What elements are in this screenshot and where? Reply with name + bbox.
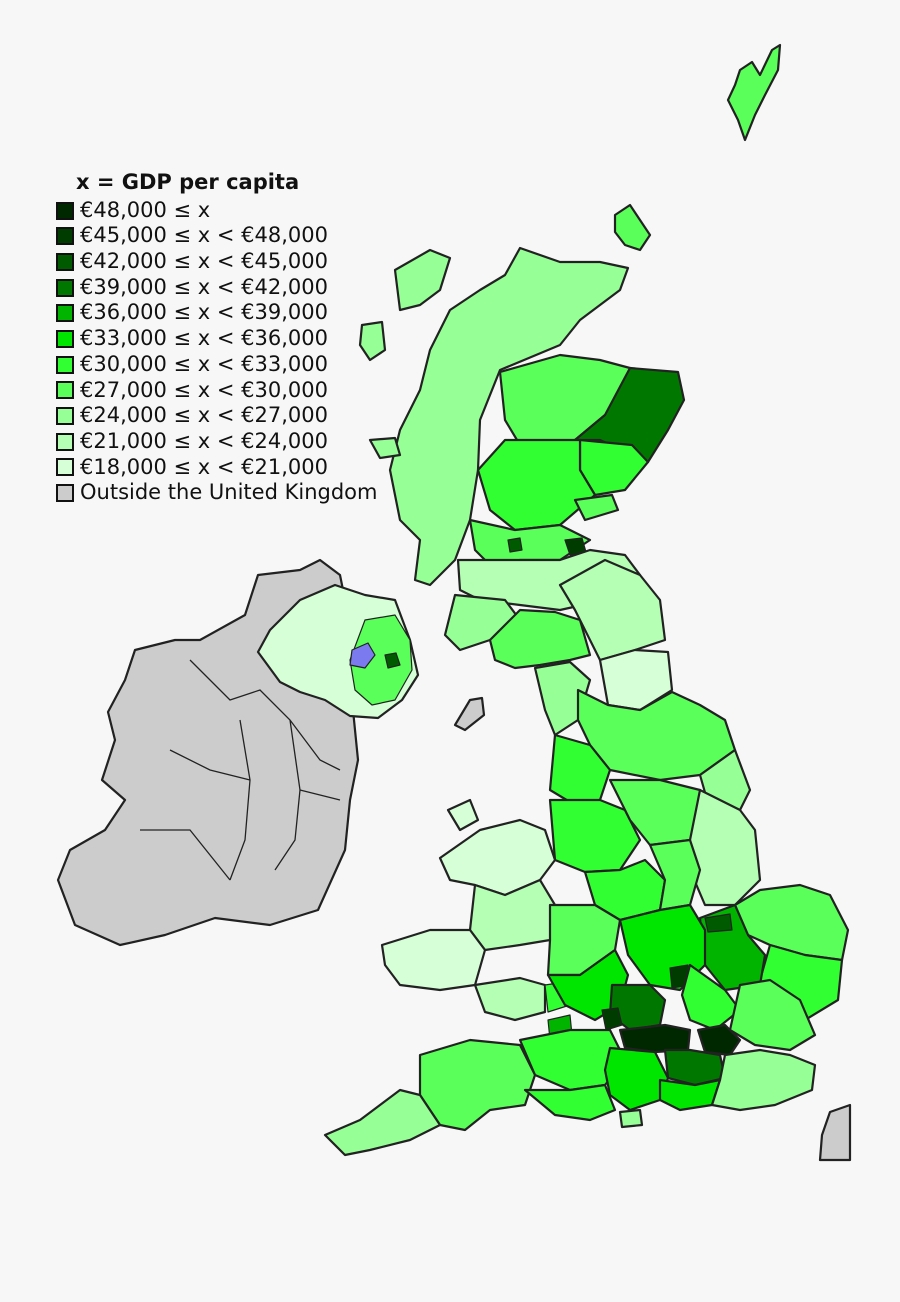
ni-blue-region xyxy=(349,642,376,669)
legend-item: €30,000 ≤ x < €33,000 xyxy=(56,352,377,378)
glasgow-city xyxy=(507,537,523,553)
north-wales xyxy=(438,818,557,897)
kent xyxy=(710,1048,817,1112)
anglesey xyxy=(446,798,480,832)
fife xyxy=(573,493,620,522)
legend-swatch xyxy=(56,304,74,323)
france-corner xyxy=(818,1103,852,1162)
legend-item: €48,000 ≤ x xyxy=(56,198,377,224)
ni-belfast xyxy=(384,652,401,669)
ireland-inner-borders xyxy=(140,659,341,881)
dorset xyxy=(523,1083,617,1122)
swindon xyxy=(601,1007,623,1031)
legend-item: €18,000 ≤ x < €21,000 xyxy=(56,455,377,481)
legend-label: €18,000 ≤ x < €21,000 xyxy=(80,454,329,479)
legend-item: €39,000 ≤ x < €42,000 xyxy=(56,275,377,301)
mull xyxy=(368,436,402,460)
legend-title: x = GDP per capita xyxy=(76,170,300,194)
northumberland xyxy=(558,558,667,662)
legend-item: Outside the United Kingdom xyxy=(56,480,377,506)
legend-label: €21,000 ≤ x < €24,000 xyxy=(80,428,329,453)
legend-swatch xyxy=(56,278,74,297)
legend-swatch xyxy=(56,407,74,426)
perth-stirling xyxy=(476,438,597,532)
legend-item: €21,000 ≤ x < €24,000 xyxy=(56,429,377,455)
legend-swatch xyxy=(56,252,74,271)
devon xyxy=(418,1038,537,1132)
west-wales xyxy=(380,928,487,992)
legend-item: €45,000 ≤ x < €48,000 xyxy=(56,223,377,249)
legend-item: €33,000 ≤ x < €36,000 xyxy=(56,326,377,352)
cheshire-staffs xyxy=(548,798,642,874)
legend-item: €42,000 ≤ x < €45,000 xyxy=(56,249,377,275)
legend-label: €24,000 ≤ x < €27,000 xyxy=(80,403,329,428)
legend-label: Outside the United Kingdom xyxy=(80,480,378,505)
legend-item: €36,000 ≤ x < €39,000 xyxy=(56,300,377,326)
legend-swatch xyxy=(56,329,74,348)
london xyxy=(696,1023,742,1057)
legend: x = GDP per capita €48,000 ≤ x €45,000 ≤ … xyxy=(56,170,377,506)
legend-label: €27,000 ≤ x < €30,000 xyxy=(80,377,329,402)
legend-swatch xyxy=(56,458,74,477)
hampshire xyxy=(603,1046,670,1112)
legend-item: €24,000 ≤ x < €27,000 xyxy=(56,403,377,429)
norfolk xyxy=(733,883,850,962)
shetland xyxy=(726,43,782,142)
orkney xyxy=(613,203,652,252)
legend-swatch xyxy=(56,227,74,246)
scotland-highlands xyxy=(388,246,630,587)
legend-swatch xyxy=(56,201,74,220)
legend-label: €48,000 ≤ x xyxy=(80,197,211,222)
legend-label: €33,000 ≤ x < €36,000 xyxy=(80,326,329,351)
essex xyxy=(728,978,817,1052)
legend-label: €45,000 ≤ x < €48,000 xyxy=(80,223,329,248)
legend-label: €30,000 ≤ x < €33,000 xyxy=(80,351,329,376)
legend-swatch xyxy=(56,484,74,503)
cornwall xyxy=(323,1088,442,1157)
outer-hebrides xyxy=(393,248,452,312)
south-wales xyxy=(473,976,547,1022)
legend-label: €42,000 ≤ x < €45,000 xyxy=(80,249,329,274)
legend-label: €39,000 ≤ x < €42,000 xyxy=(80,274,329,299)
cumbria xyxy=(488,608,592,670)
legend-swatch xyxy=(56,381,74,400)
cambridge-city xyxy=(704,913,733,933)
legend-item: €27,000 ≤ x < €30,000 xyxy=(56,378,377,404)
ni-belfast-area xyxy=(349,614,413,706)
sussex xyxy=(658,1078,722,1112)
legend-label: €36,000 ≤ x < €39,000 xyxy=(80,300,329,325)
berkshire xyxy=(618,1023,692,1054)
lincolnshire xyxy=(688,788,762,907)
isle-of-man xyxy=(453,696,486,732)
skye xyxy=(358,320,387,362)
legend-swatch xyxy=(56,355,74,374)
isle-of-wight xyxy=(618,1108,644,1129)
legend-swatch xyxy=(56,432,74,451)
